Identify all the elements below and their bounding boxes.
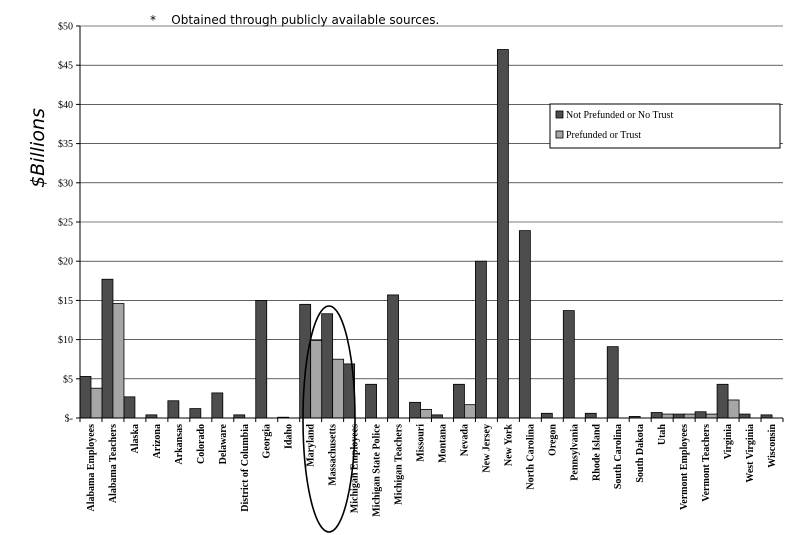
legend-label: Not Prefunded or No Trust [566,110,673,121]
x-tick-label: Alabama Teachers [108,424,119,503]
x-tick-label: Alaska [130,424,141,453]
bar-prefunded [464,404,476,419]
x-tick-label: Virginia [723,424,734,459]
bar-not-prefunded [101,278,114,419]
x-tick-labels: Alabama Employees Alabama Teachers Alaska A… [86,423,778,516]
y-tick-labels: $- $5 $10 $15 $20 $25 $30 $35 $40 $45 $50 [58,22,80,425]
y-axis-label: $Billions [27,108,49,188]
x-tick-label: Colorado [196,424,207,464]
bar-prefunded [420,408,432,419]
x-tick-label: Arkansas [174,424,185,465]
bar-not-prefunded [123,396,136,419]
y-tick-label: $- [65,414,73,425]
y-tick-label: $15 [58,296,73,307]
footnote: * Obtained through publicly available so… [150,13,439,27]
y-tick-label: $30 [58,178,73,189]
x-tick-label: Michigan Teachers [394,424,405,505]
bar-not-prefunded [211,392,224,419]
bar-not-prefunded [716,383,729,419]
legend-label: Prefunded or Trust [566,130,641,141]
x-tick-label: West Virginia [745,424,756,483]
bars [79,49,773,419]
bar-prefunded [727,399,740,419]
bar-not-prefunded [189,408,202,419]
bar-prefunded [310,339,323,419]
gridlines [80,25,783,380]
x-tick-label: Michigan Employees [350,424,361,513]
bar-prefunded [705,413,718,419]
y-tick-label: $35 [58,139,73,150]
bar-not-prefunded [299,303,312,419]
bar-not-prefunded [518,230,531,419]
y-tick-label: $40 [58,100,73,111]
x-tick-label: Maryland [306,424,317,467]
x-tick-label: Oregon [547,424,558,456]
y-tick-label: $50 [58,22,73,33]
x-tick-label: South Dakota [635,424,646,483]
bar-not-prefunded [475,260,487,419]
legend-box [549,103,781,149]
x-tick-label: Michigan State Police [372,423,383,516]
bar-prefunded [661,413,674,419]
legend-swatch [555,130,564,139]
bar-not-prefunded [694,411,707,419]
x-tick-label: South Carolina [613,424,624,489]
x-tick-label: Massachusetts [328,424,339,486]
bar-not-prefunded [496,49,509,419]
y-tick-label: $20 [58,257,73,268]
bar-not-prefunded [167,400,180,419]
bar-prefunded [90,387,103,419]
y-tick-label: $45 [58,61,73,72]
bar-not-prefunded [255,299,268,419]
bar-not-prefunded [672,413,685,419]
x-tick-label: Arizona [152,424,163,458]
highlight-ellipse [302,305,356,533]
x-tick-label: Montana [437,424,448,463]
y-tick-label: $25 [58,218,73,229]
x-tick-label: Georgia [262,424,273,458]
x-tick-label: North Carolina [525,424,536,490]
bar-not-prefunded [409,401,421,419]
x-tick-label: Rhode Island [591,424,602,481]
bar-not-prefunded [650,412,663,419]
x-tick-label: New Jersey [481,424,492,473]
x-tick-label: Alabama Employees [86,424,97,512]
bar-prefunded [112,303,125,419]
x-tick-label: Vermont Teachers [701,424,712,502]
x-tick-label: New York [503,424,514,467]
x-tick-label: District of Columbia [240,424,251,512]
bar-not-prefunded [562,310,575,419]
x-tick-label: Delaware [218,423,229,464]
legend: Not Prefunded or No Trust Prefunded or Tr… [549,103,781,149]
x-tick-label: Wisconsin [767,424,778,468]
bar-not-prefunded [606,346,619,419]
bar-not-prefunded [79,376,92,419]
x-tick-label: Pennsylvania [569,424,580,481]
bar-not-prefunded [738,413,751,419]
bar-not-prefunded [387,294,399,419]
bar-prefunded [683,413,696,419]
axes [79,26,784,422]
y-tick-label: $10 [58,335,73,346]
x-tick-label: Utah [657,424,668,446]
x-tick-label: Missouri [416,424,427,462]
bar-not-prefunded [584,412,597,419]
x-tick-label: Idaho [284,424,295,449]
bar-not-prefunded [540,412,553,419]
x-tick-label: Vermont Employees [679,424,690,510]
x-tick-label: Nevada [459,424,470,456]
legend-swatch [555,110,564,119]
y-tick-label: $5 [63,374,73,385]
bar-not-prefunded [321,313,334,419]
bar-not-prefunded [453,383,465,419]
bar-not-prefunded [365,383,377,419]
bar-prefunded [332,358,345,419]
